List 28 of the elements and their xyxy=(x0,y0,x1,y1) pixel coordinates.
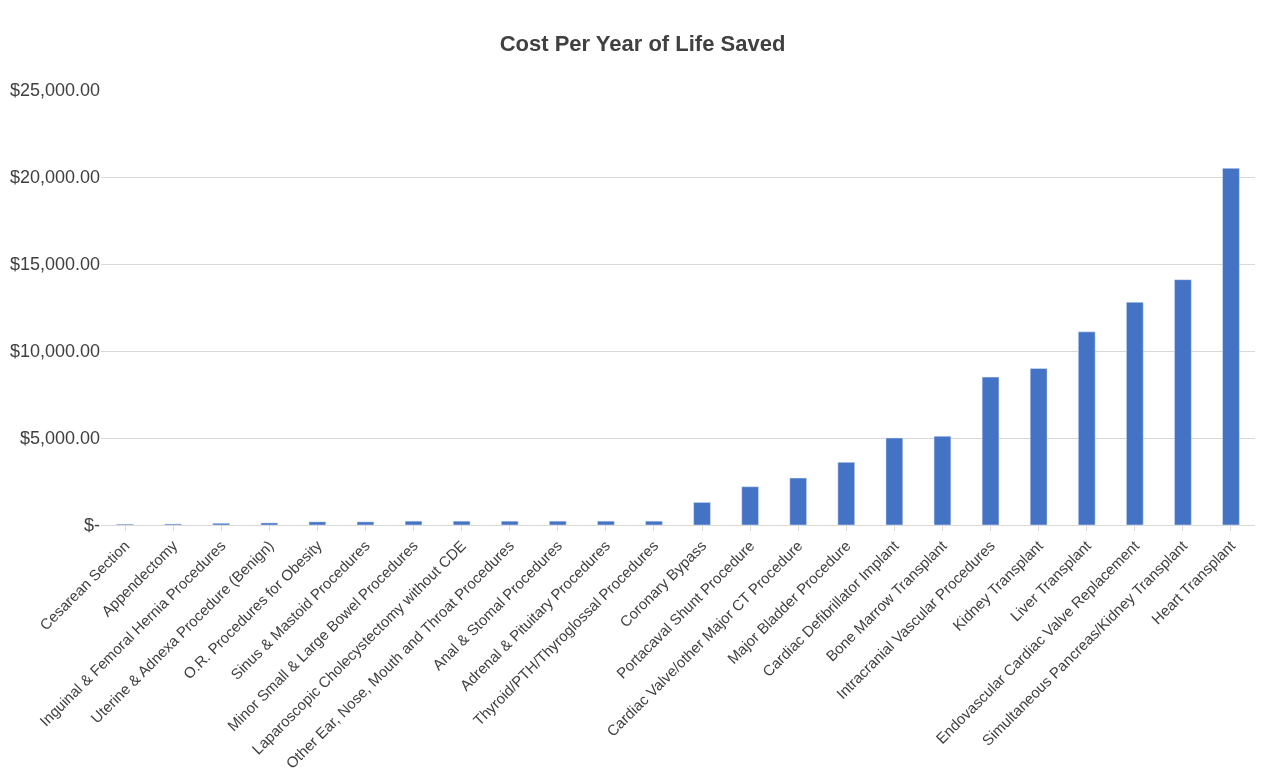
bar xyxy=(1029,368,1048,525)
y-tick-label: $25,000.00 xyxy=(9,80,100,101)
y-tick-label: $5,000.00 xyxy=(19,428,100,449)
bar xyxy=(789,477,807,525)
bar xyxy=(837,462,855,525)
bar xyxy=(1078,331,1096,525)
bar xyxy=(1126,302,1144,525)
bar xyxy=(597,520,615,525)
bar xyxy=(933,436,952,525)
bar xyxy=(549,520,567,525)
bar xyxy=(885,437,904,525)
bar xyxy=(741,486,759,525)
bar xyxy=(645,520,663,525)
bar xyxy=(404,520,423,525)
chart-title: Cost Per Year of Life Saved xyxy=(499,30,786,56)
bar xyxy=(693,502,711,525)
bar xyxy=(1222,168,1240,525)
bar xyxy=(260,522,278,525)
y-tick-label: $10,000.00 xyxy=(9,341,100,362)
y-tick-label: $20,000.00 xyxy=(9,167,100,188)
y-tick-label: $15,000.00 xyxy=(9,254,100,275)
bar xyxy=(308,521,327,525)
bar xyxy=(452,520,471,525)
bar xyxy=(1174,279,1192,525)
bar xyxy=(981,376,1000,525)
y-tick-label: $- xyxy=(83,515,100,536)
bar xyxy=(356,521,375,525)
bar xyxy=(501,520,519,525)
